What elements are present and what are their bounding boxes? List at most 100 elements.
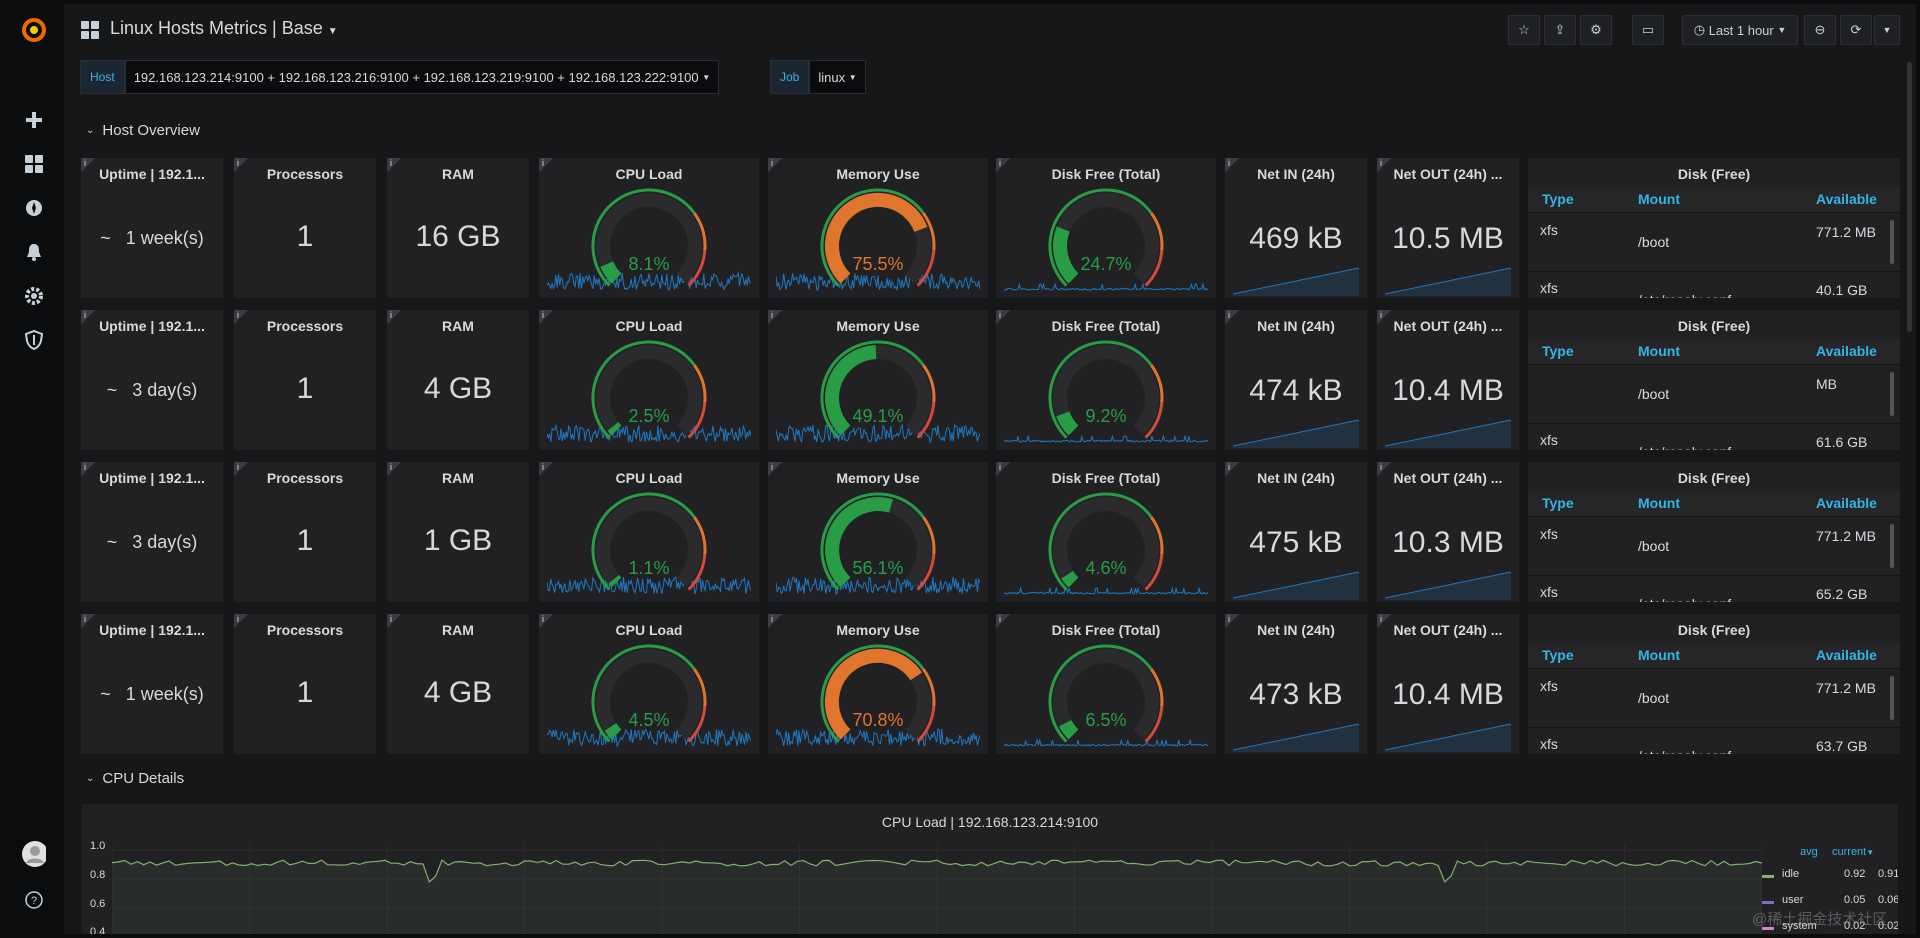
legend-item[interactable]: user 0.05 0.06 [1762,894,1898,912]
info-icon[interactable]: i [996,310,1010,324]
info-icon[interactable]: i [387,462,401,476]
disk-free-total-gauge [1048,340,1164,439]
server-admin-shield-icon[interactable] [22,328,46,352]
explore-compass-icon[interactable] [22,196,46,220]
grafana-logo-icon[interactable] [20,16,48,44]
info-icon[interactable]: i [996,462,1010,476]
col-type-header[interactable]: Type [1542,495,1574,511]
row-cpu-details[interactable]: ⌄ CPU Details [86,770,184,787]
panel-title: Processors [266,470,344,486]
info-icon[interactable]: i [539,462,553,476]
col-mount-header[interactable]: Mount [1638,647,1680,663]
info-icon[interactable]: i [1377,310,1391,324]
refresh-button[interactable]: ⟳ [1840,15,1872,45]
legend-header-current[interactable]: current▼ [1832,846,1874,858]
info-icon[interactable]: i [234,158,248,172]
info-icon[interactable]: i [234,310,248,324]
legend-header-avg[interactable]: avg [1800,846,1818,858]
legend-item[interactable]: system 0.02 0.02 [1762,920,1898,934]
caret-down-icon: ▼ [702,72,711,82]
legend-header-current-text: current [1832,846,1867,858]
cell-available: 61.6 GB [1816,434,1868,450]
time-picker-button[interactable]: ◷ Last 1 hour ▼ [1682,15,1798,45]
info-icon[interactable]: i [1225,158,1239,172]
panel-title: Uptime | 192.1... [99,470,205,486]
legend-item[interactable]: idle 0.92 0.91 [1762,868,1898,886]
net-out-value: 10.4 MB [1392,374,1504,407]
legend-current: 0.06 [1878,894,1898,906]
table-scrollbar[interactable] [1890,372,1894,416]
col-type-header[interactable]: Type [1542,647,1574,663]
net-in-sparkline [1233,571,1359,600]
dashboard-title[interactable]: Linux Hosts Metrics | Base ▼ [110,18,338,39]
col-type-header[interactable]: Type [1542,343,1574,359]
user-avatar[interactable] [22,841,46,867]
help-icon[interactable]: ? [22,888,46,912]
col-available-header[interactable]: Available [1816,495,1877,511]
ram-value: 4 GB [423,372,493,405]
info-icon[interactable]: i [768,158,782,172]
page-scrollbar[interactable] [1907,62,1912,332]
settings-button[interactable]: ⚙ [1580,15,1612,45]
panel-title: Uptime | 192.1... [99,622,205,638]
panel-disk-free-total: iDisk Free (Total)i4.6% [996,462,1216,602]
disk-free-total-value: 4.6% [1085,558,1127,578]
col-mount-header[interactable]: Mount [1638,343,1680,359]
cpu-load-gauge [591,644,707,743]
caret-down-icon: ▼ [1866,848,1875,857]
col-available-header[interactable]: Available [1816,647,1877,663]
info-icon[interactable]: i [81,310,95,324]
panel-disk-free-total: iDisk Free (Total)i6.5% [996,614,1216,754]
cell-type: xfs [1540,736,1558,752]
table-scrollbar[interactable] [1890,524,1894,568]
info-icon[interactable]: i [768,614,782,628]
ram-value: 1 GB [423,524,493,557]
zoom-out-button[interactable]: ⊖ [1804,15,1836,45]
table-scrollbar[interactable] [1890,220,1894,264]
info-icon[interactable]: i [234,614,248,628]
col-available-header[interactable]: Available [1816,191,1877,207]
table-row: xfs/boot 771.2 MB [1528,214,1900,272]
share-button[interactable]: ⇪ [1544,15,1576,45]
panel-title: Net OUT (24h) ... [1393,166,1503,182]
info-icon[interactable]: i [1377,462,1391,476]
variable-job-select[interactable]: linux ▼ [809,60,866,94]
info-icon[interactable]: i [996,614,1010,628]
tv-mode-button[interactable]: ▭ [1632,15,1664,45]
col-mount-header[interactable]: Mount [1638,495,1680,511]
star-button[interactable]: ☆ [1508,15,1540,45]
col-mount-header[interactable]: Mount [1638,191,1680,207]
panel-net-in: i Net IN (24h) 473 kB [1225,614,1367,754]
info-icon[interactable]: i [387,310,401,324]
info-icon[interactable]: i [768,462,782,476]
memory-use-sparkline [776,728,980,747]
ram-value: 16 GB [415,220,501,253]
info-icon[interactable]: i [1225,310,1239,324]
info-icon[interactable]: i [768,310,782,324]
info-icon[interactable]: i [539,614,553,628]
info-icon[interactable]: i [234,462,248,476]
legend-avg: 0.92 [1844,868,1866,880]
create-plus-icon[interactable] [22,108,46,132]
info-icon[interactable]: i [387,614,401,628]
alerting-bell-icon[interactable] [22,240,46,264]
col-type-header[interactable]: Type [1542,191,1574,207]
info-icon[interactable]: i [81,462,95,476]
refresh-interval-button[interactable]: ▼ [1874,15,1900,45]
configuration-gear-icon[interactable] [22,284,46,308]
info-icon[interactable]: i [1225,462,1239,476]
info-icon[interactable]: i [1225,614,1239,628]
info-icon[interactable]: i [1377,158,1391,172]
info-icon[interactable]: i [539,158,553,172]
variable-host-select[interactable]: 192.168.123.214:9100 + 192.168.123.216:9… [124,60,720,94]
info-icon[interactable]: i [996,158,1010,172]
info-icon[interactable]: i [1377,614,1391,628]
table-scrollbar[interactable] [1890,676,1894,720]
info-icon[interactable]: i [539,310,553,324]
col-available-header[interactable]: Available [1816,343,1877,359]
info-icon[interactable]: i [81,614,95,628]
info-icon[interactable]: i [387,158,401,172]
info-icon[interactable]: i [81,158,95,172]
row-host-overview[interactable]: ⌄ Host Overview [86,122,200,139]
dashboards-grid-icon[interactable] [22,152,46,176]
